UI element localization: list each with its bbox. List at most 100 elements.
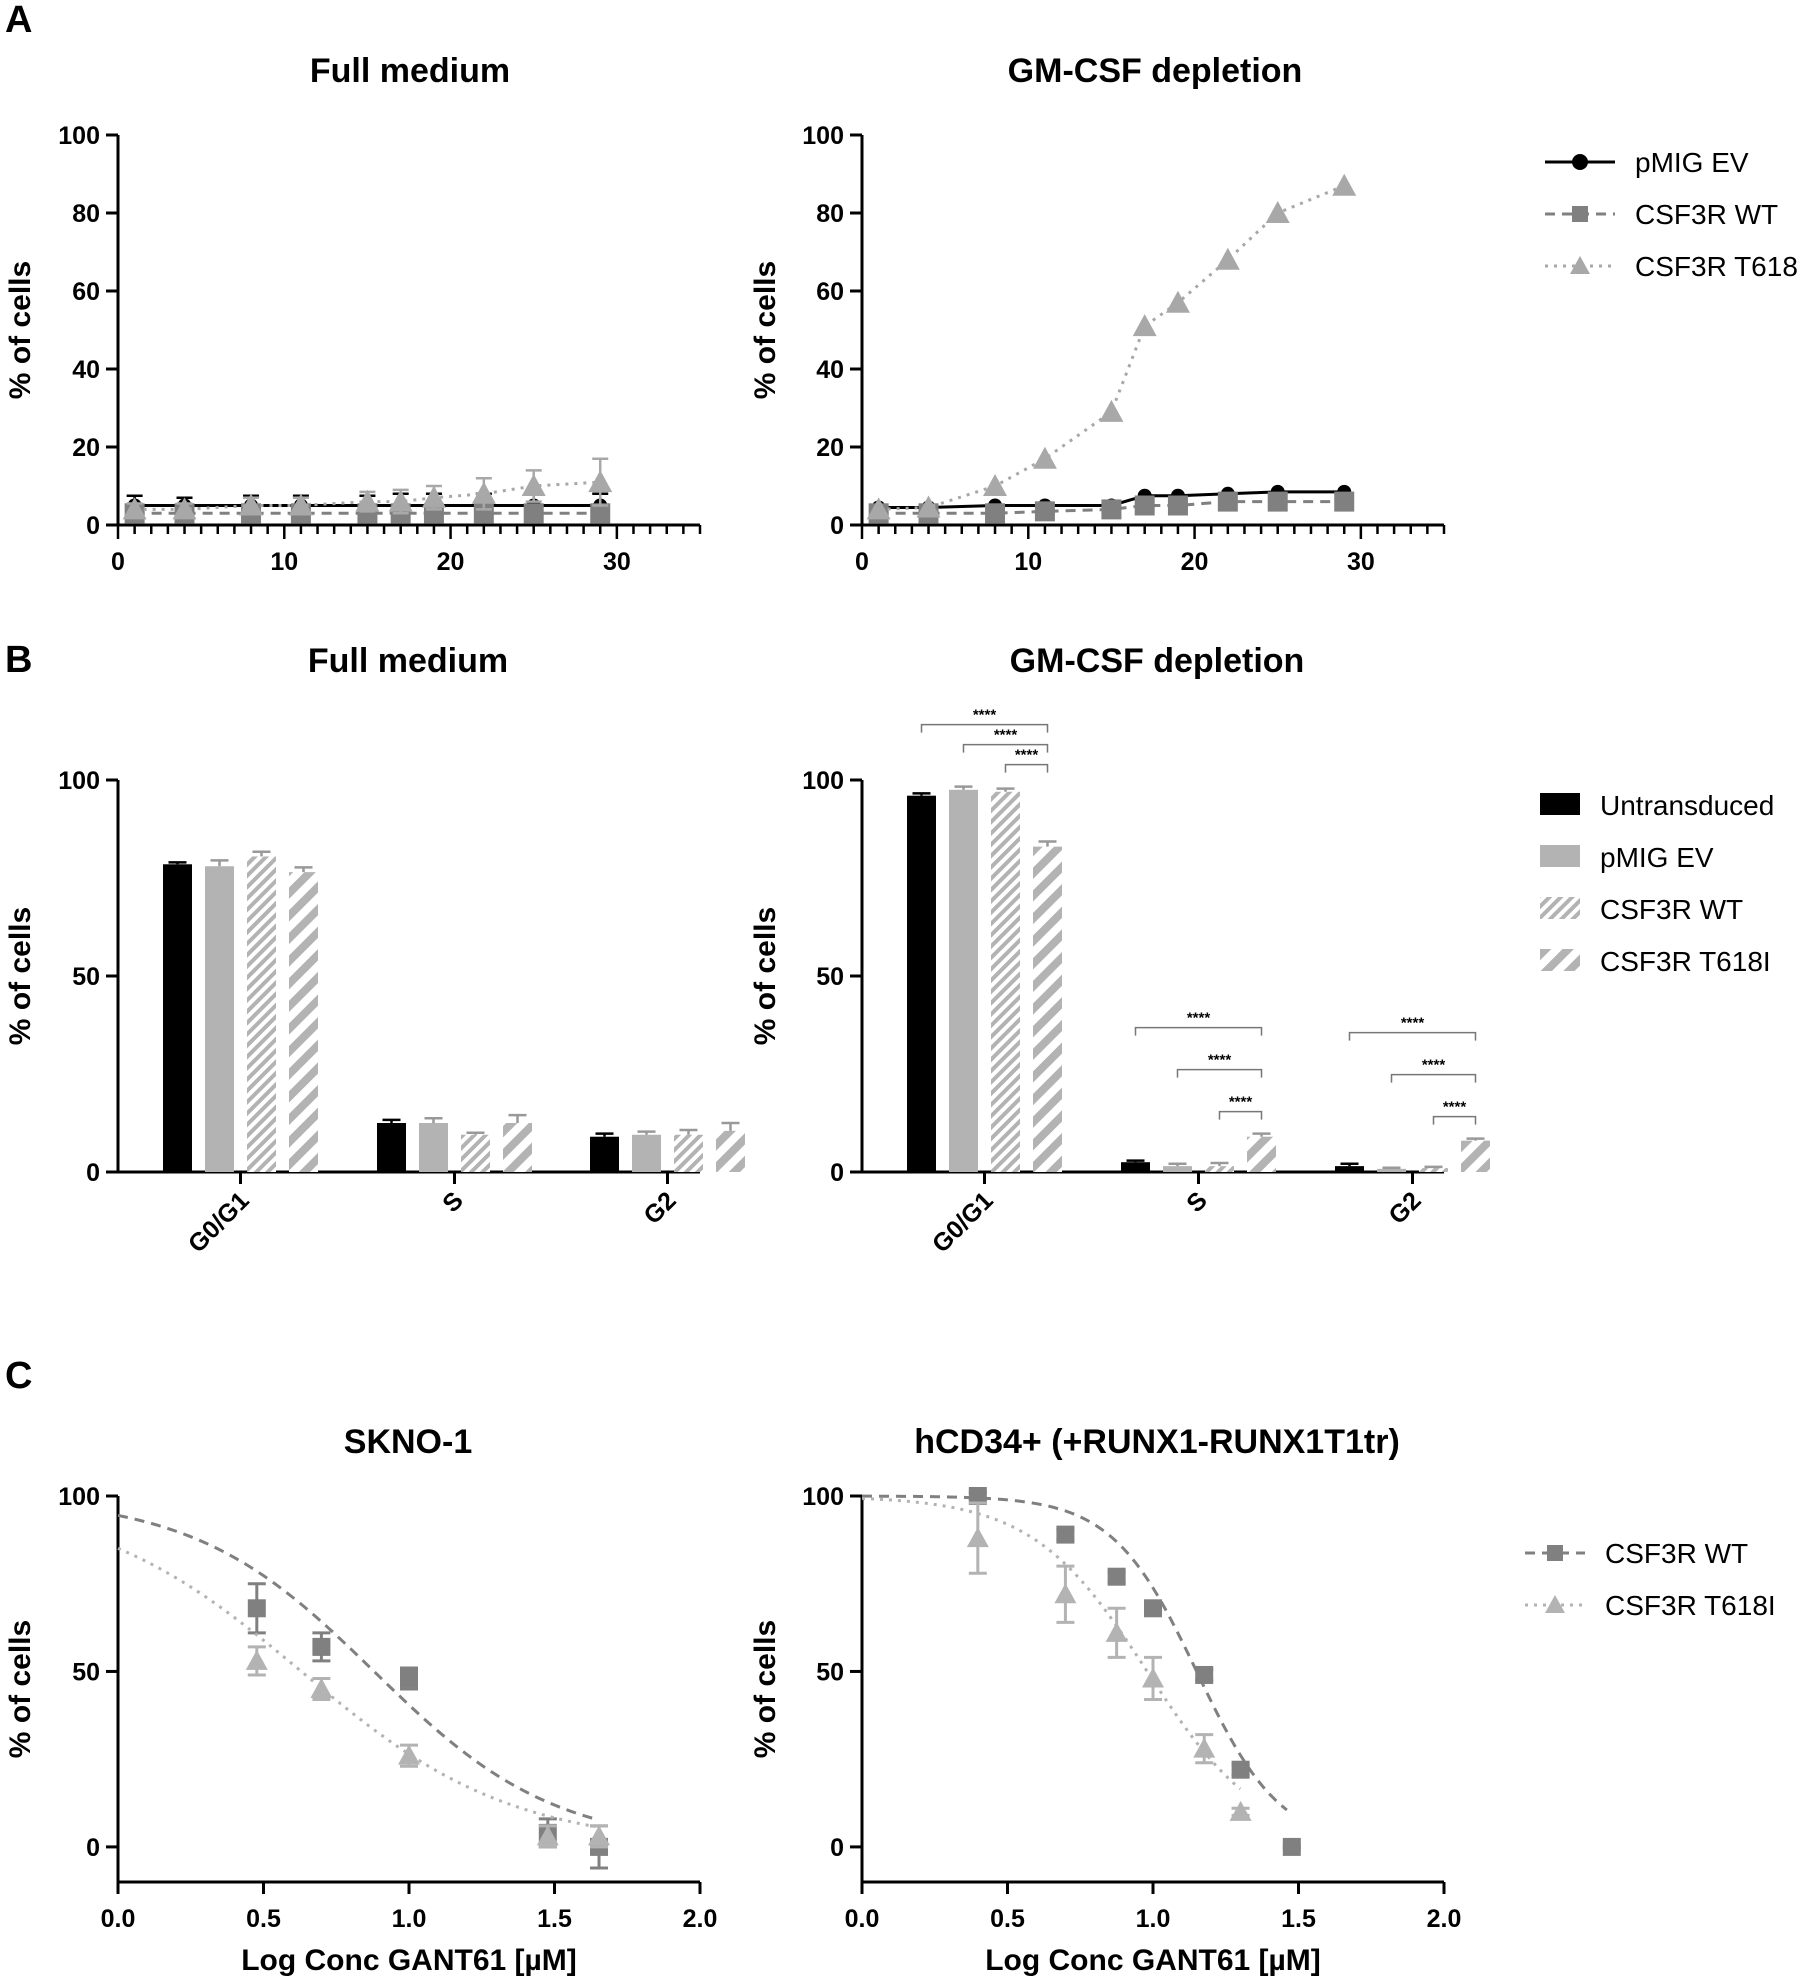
data-point <box>1265 201 1290 223</box>
data-point <box>1165 290 1190 313</box>
data-point <box>1332 173 1357 196</box>
data-point <box>985 503 1006 524</box>
y-tick-label: 0 <box>830 512 844 540</box>
data-point <box>1195 1665 1214 1684</box>
bar <box>377 1123 406 1172</box>
x-tick-label: 30 <box>603 548 631 576</box>
y-tick-label: 0 <box>830 1159 844 1187</box>
legend-label: CSF3R WT <box>1600 894 1743 925</box>
bar <box>419 1123 448 1172</box>
bar <box>1163 1166 1192 1172</box>
bar <box>461 1134 490 1172</box>
chart-title: SKNO-1 <box>344 1423 472 1461</box>
x-tick-label: 2.0 <box>683 1905 718 1933</box>
data-point <box>1142 1667 1164 1688</box>
data-point <box>1215 247 1240 270</box>
legend-marker <box>1572 206 1588 222</box>
x-tick-label: 2.0 <box>1427 1905 1462 1933</box>
legend-marker <box>1570 256 1590 274</box>
chart-title: Full medium <box>310 52 510 90</box>
bar <box>247 856 276 1172</box>
significance-label: **** <box>1208 1052 1232 1069</box>
x-tick-label: 20 <box>437 548 465 576</box>
data-point <box>1105 1621 1128 1642</box>
data-point <box>521 474 546 496</box>
chart-skno1-dose-response: SKNO-1 % of cells Log Conc GANT61 [µM] 0 50 1… <box>4 1423 717 1977</box>
y-tick-label: 50 <box>72 963 100 991</box>
data-point <box>536 1825 559 1846</box>
bar <box>163 864 192 1172</box>
chart-full-medium-proliferation: Full medium % of cells 0 20 40 60 80 100 0 10 20 30 <box>4 52 702 576</box>
x-tick-label: 0.5 <box>246 1905 281 1933</box>
significance-bracket <box>1348 1031 1477 1041</box>
chart-gmcsf-depletion-proliferation: GM-CSF depletion % of cells 0 20 40 60 80 100 0 1… <box>749 52 1800 576</box>
legend-label: CSF3R WT <box>1635 199 1778 230</box>
data-point <box>1144 1599 1162 1618</box>
x-tick-label: G2 <box>638 1186 681 1229</box>
data-point <box>523 503 544 524</box>
chart-title: Full medium <box>308 642 508 680</box>
series-line <box>878 490 1345 509</box>
y-tick-label: 50 <box>816 1658 844 1686</box>
significance-bracket <box>1390 1073 1477 1083</box>
x-tick-label: G2 <box>1383 1186 1426 1229</box>
y-axis-title: % of cells <box>4 261 37 399</box>
significance-label: **** <box>1187 1010 1211 1027</box>
x-tick-label: 1.5 <box>1281 1905 1316 1933</box>
chart-title: GM-CSF depletion <box>1008 52 1303 90</box>
data-point <box>1167 495 1188 516</box>
bar <box>632 1134 661 1172</box>
fit-curve <box>861 1496 1242 1791</box>
data-point <box>172 497 197 520</box>
bar <box>289 872 318 1172</box>
legend-label: pMIG EV <box>1635 147 1749 178</box>
legend-label: CSF3R T618I <box>1635 251 1800 282</box>
bar <box>590 1136 619 1172</box>
bar <box>907 795 936 1172</box>
y-tick-label: 40 <box>72 356 100 384</box>
bar <box>716 1130 745 1172</box>
x-tick-label: 0.5 <box>990 1905 1025 1933</box>
data-point <box>1099 399 1124 422</box>
data-point <box>1101 499 1122 520</box>
legend-label: CSF3R T618I <box>1600 946 1771 977</box>
data-point <box>1132 314 1157 337</box>
x-tick-label: 0 <box>855 548 869 576</box>
x-tick-label: 0.0 <box>101 1905 136 1933</box>
y-axis-title: % of cells <box>749 1620 782 1758</box>
x-tick-label: 1.5 <box>537 1905 572 1933</box>
y-tick-label: 80 <box>72 200 100 228</box>
y-tick-label: 20 <box>816 434 844 462</box>
y-tick-label: 100 <box>802 122 844 150</box>
data-point <box>388 489 413 512</box>
data-point <box>590 503 611 524</box>
y-tick-label: 100 <box>58 767 100 795</box>
panel-letter-b: B <box>5 639 32 681</box>
data-point <box>1054 1583 1077 1604</box>
series-line <box>134 480 601 511</box>
chart-title: hCD34+ (+RUNX1-RUNX1T1tr) <box>914 1423 1400 1461</box>
data-point <box>355 489 380 512</box>
x-tick-label: 10 <box>270 548 298 576</box>
data-point <box>421 485 446 508</box>
significance-bracket <box>1134 1026 1263 1036</box>
data-point <box>966 1527 989 1548</box>
fit-curve <box>861 1494 1288 1812</box>
data-point <box>247 1599 266 1618</box>
bar <box>1335 1166 1364 1172</box>
chart-full-medium-cell-cycle: Full medium % of cells 0 50 100 G0/G1 S G2 <box>4 642 745 1258</box>
x-tick-label: 20 <box>1181 548 1209 576</box>
data-point <box>1231 1760 1250 1779</box>
significance-label: **** <box>994 727 1018 744</box>
bar <box>991 791 1020 1172</box>
bar <box>674 1134 703 1172</box>
bar <box>503 1123 532 1172</box>
x-tick-label: 0 <box>111 548 125 576</box>
data-point <box>310 1678 333 1698</box>
data-point <box>1282 1837 1301 1856</box>
data-point <box>866 497 891 520</box>
chart-hcd34-dose-response: hCD34+ (+RUNX1-RUNX1T1tr) % of cells Log C… <box>749 1423 1776 1977</box>
data-point <box>968 1487 987 1505</box>
data-point <box>122 497 147 520</box>
